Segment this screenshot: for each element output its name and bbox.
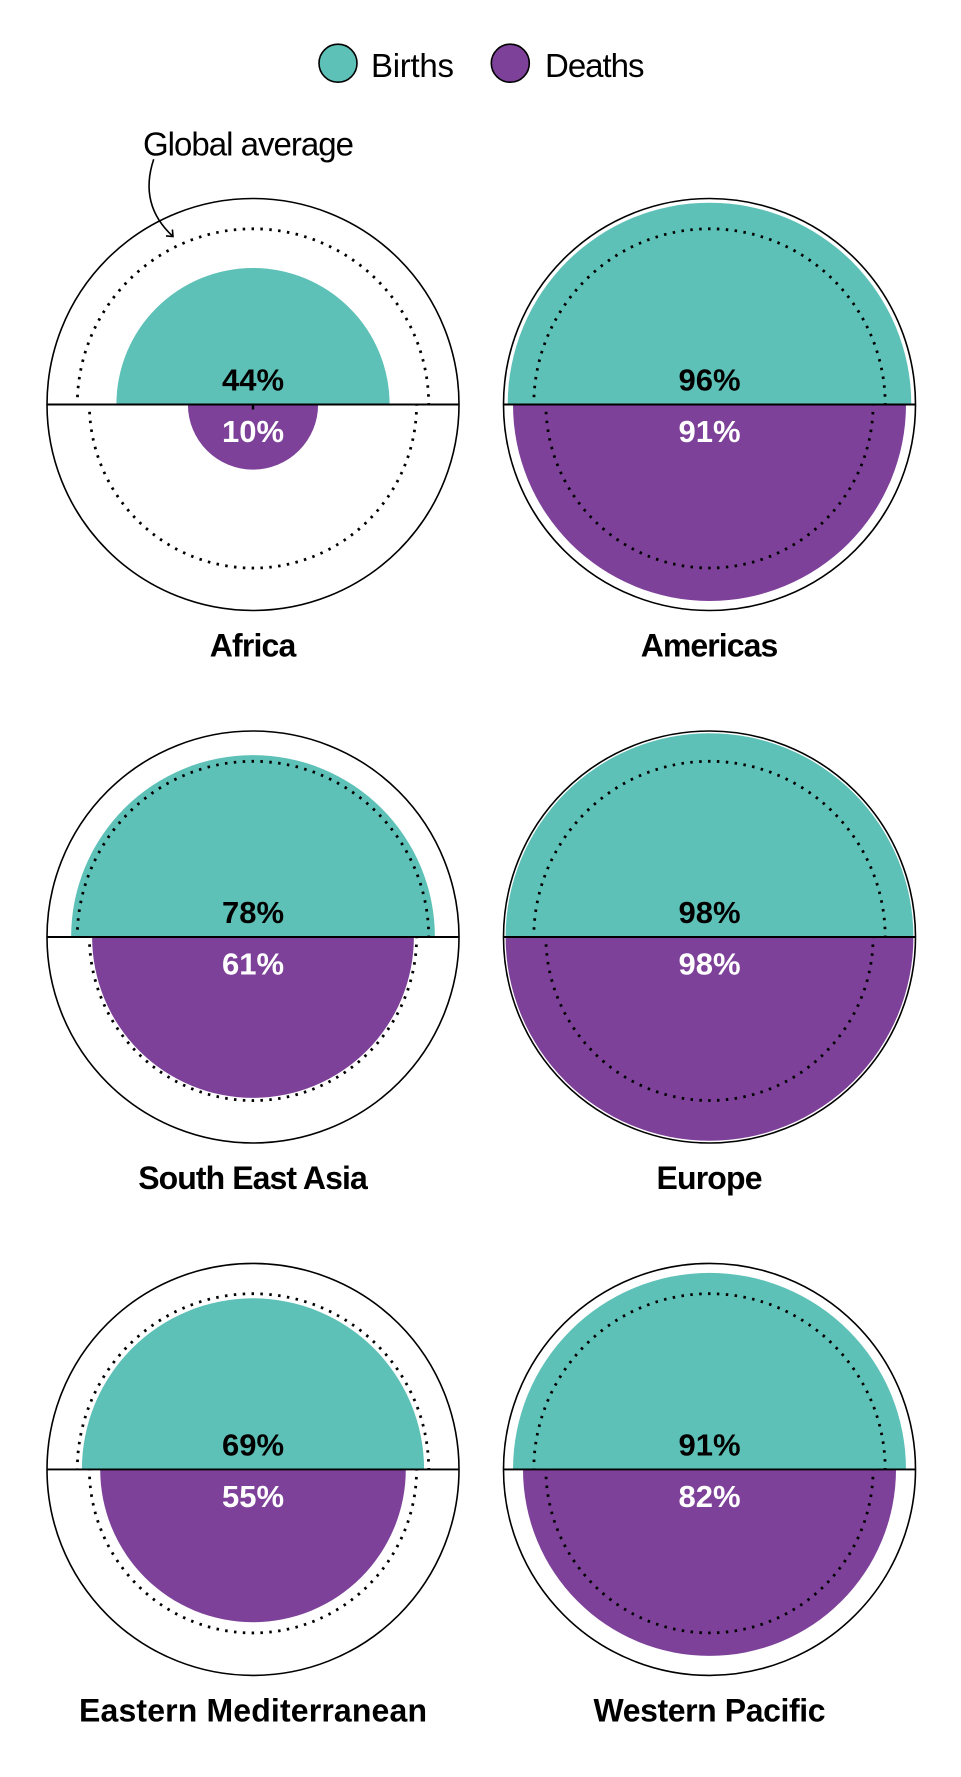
svg-text:Global average: Global average [143,125,354,162]
svg-text:Western Pacific: Western Pacific [594,1692,826,1728]
svg-text:78%: 78% [222,895,284,930]
svg-text:Births: Births [371,47,454,84]
svg-text:61%: 61% [222,947,284,982]
svg-text:91%: 91% [678,1427,740,1462]
svg-text:Europe: Europe [657,1160,763,1196]
svg-text:Deaths: Deaths [545,47,645,84]
svg-text:82%: 82% [678,1479,740,1514]
svg-text:96%: 96% [678,363,740,398]
svg-text:Africa: Africa [210,628,297,664]
svg-text:98%: 98% [678,895,740,930]
svg-text:98%: 98% [678,947,740,982]
svg-text:South East Asia: South East Asia [138,1160,368,1196]
svg-text:69%: 69% [222,1427,284,1462]
svg-text:10%: 10% [222,414,284,449]
svg-text:Americas: Americas [641,628,779,664]
svg-text:91%: 91% [678,414,740,449]
svg-text:55%: 55% [222,1479,284,1514]
svg-text:Eastern Mediterranean: Eastern Mediterranean [79,1692,427,1728]
svg-text:44%: 44% [222,363,284,398]
